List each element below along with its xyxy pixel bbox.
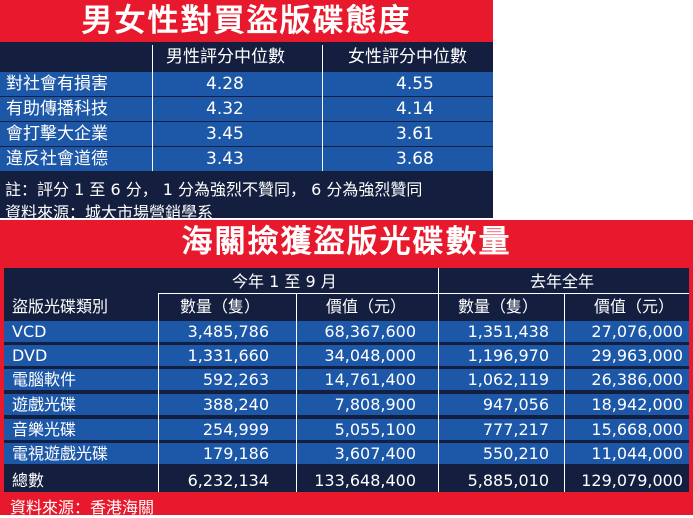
row-label: 有助傳播科技	[6, 99, 108, 119]
bottom-table-title: 海關撿獲盜版光碟數量	[0, 220, 693, 264]
column-divider	[158, 294, 159, 492]
table-row: 音樂光碟 254,999 5,055,100 777,217 15,668,00…	[4, 419, 689, 440]
table-row: 會打擊大企業 3.45 3.61	[0, 122, 493, 146]
header-male-median: 男性評分中位數	[166, 47, 285, 67]
row-label: 違反社會道德	[6, 149, 108, 169]
category-label: VCD	[12, 322, 47, 341]
qty-this-year: 388,240	[202, 395, 269, 414]
total-row: 總數 6,232,134 133,648,400 5,885,010 129,0…	[4, 469, 689, 492]
table-row: 電視遊戲光碟 179,186 3,607,400 550,210 11,044,…	[4, 443, 689, 464]
qty-header-1: 數量（隻）	[180, 297, 261, 316]
table-row: VCD 3,485,786 68,367,600 1,351,438 27,07…	[4, 321, 689, 342]
top-source: 資料來源：城大市場營銷學系	[5, 203, 214, 222]
column-divider	[152, 45, 153, 171]
qty-header-2: 數量（隻）	[458, 297, 539, 316]
qty-this-year: 254,999	[202, 420, 269, 439]
qty-this-year: 3,485,786	[187, 322, 269, 341]
period-this-year: 今年 1 至 9 月	[232, 272, 337, 291]
period-last-year: 去年全年	[530, 272, 595, 291]
total-label: 總數	[12, 471, 45, 490]
table-row: 對社會有損害 4.28 4.55	[0, 72, 493, 96]
total-value-last-year: 129,079,000	[581, 471, 683, 490]
value-last-year: 18,942,000	[591, 395, 683, 414]
header-female-median: 女性評分中位數	[348, 47, 467, 67]
category-label: 電腦軟件	[12, 370, 77, 389]
qty-this-year: 1,331,660	[187, 346, 269, 365]
value-this-year: 7,808,900	[334, 395, 416, 414]
value-last-year: 15,668,000	[591, 420, 683, 439]
value-last-year: 11,044,000	[591, 444, 683, 463]
value-last-year: 26,386,000	[591, 370, 683, 389]
qty-last-year: 1,351,438	[467, 322, 549, 341]
table-row: 有助傳播科技 4.32 4.14	[0, 97, 493, 121]
row-label: 會打擊大企業	[6, 124, 108, 144]
rating-note: 註：評分 1 至 6 分， 1 分為強烈不贊同， 6 分為強烈贊同	[5, 180, 423, 199]
column-divider	[296, 294, 297, 492]
qty-this-year: 592,263	[202, 370, 269, 389]
male-value: 3.43	[206, 149, 244, 169]
male-value: 4.32	[206, 99, 244, 119]
bottom-source: 資料來源：香港海關	[10, 498, 155, 517]
qty-this-year: 179,186	[202, 444, 269, 463]
female-value: 4.55	[396, 74, 434, 94]
table-row: 電腦軟件 592,263 14,761,400 1,062,119 26,386…	[4, 369, 689, 390]
male-value: 4.28	[206, 74, 244, 94]
category-label: DVD	[12, 346, 48, 365]
category-label: 遊戲光碟	[12, 395, 77, 414]
female-value: 3.61	[396, 124, 434, 144]
row-label: 對社會有損害	[6, 74, 108, 94]
value-this-year: 68,367,600	[324, 322, 416, 341]
category-label: 電視遊戲光碟	[12, 444, 109, 463]
total-value-this-year: 133,648,400	[314, 471, 416, 490]
female-value: 4.14	[396, 99, 434, 119]
category-header: 盜版光碟類別	[12, 297, 109, 316]
value-this-year: 3,607,400	[334, 444, 416, 463]
qty-last-year: 947,056	[482, 395, 549, 414]
table-row: 遊戲光碟 388,240 7,808,900 947,056 18,942,00…	[4, 394, 689, 415]
value-last-year: 29,963,000	[591, 346, 683, 365]
total-qty-last-year: 5,885,010	[467, 471, 549, 490]
top-table-title: 男女性對買盜版碟態度	[0, 0, 493, 42]
value-header-2: 價值（元）	[594, 297, 675, 316]
value-header-1: 價值（元）	[326, 297, 407, 316]
value-this-year: 14,761,400	[324, 370, 416, 389]
male-value: 3.45	[206, 124, 244, 144]
value-this-year: 34,048,000	[324, 346, 416, 365]
column-divider	[564, 294, 565, 492]
category-label: 音樂光碟	[12, 420, 77, 439]
qty-last-year: 1,062,119	[467, 370, 549, 389]
value-this-year: 5,055,100	[334, 420, 416, 439]
female-value: 3.68	[396, 149, 434, 169]
header-divider	[158, 293, 689, 294]
column-divider	[438, 268, 439, 492]
total-qty-this-year: 6,232,134	[187, 471, 269, 490]
column-divider	[322, 45, 323, 171]
table-row: 違反社會道德 3.43 3.68	[0, 147, 493, 171]
qty-last-year: 550,210	[482, 444, 549, 463]
value-last-year: 27,076,000	[591, 322, 683, 341]
table-row: DVD 1,331,660 34,048,000 1,196,970 29,96…	[4, 345, 689, 366]
qty-last-year: 777,217	[482, 420, 549, 439]
qty-last-year: 1,196,970	[467, 346, 549, 365]
